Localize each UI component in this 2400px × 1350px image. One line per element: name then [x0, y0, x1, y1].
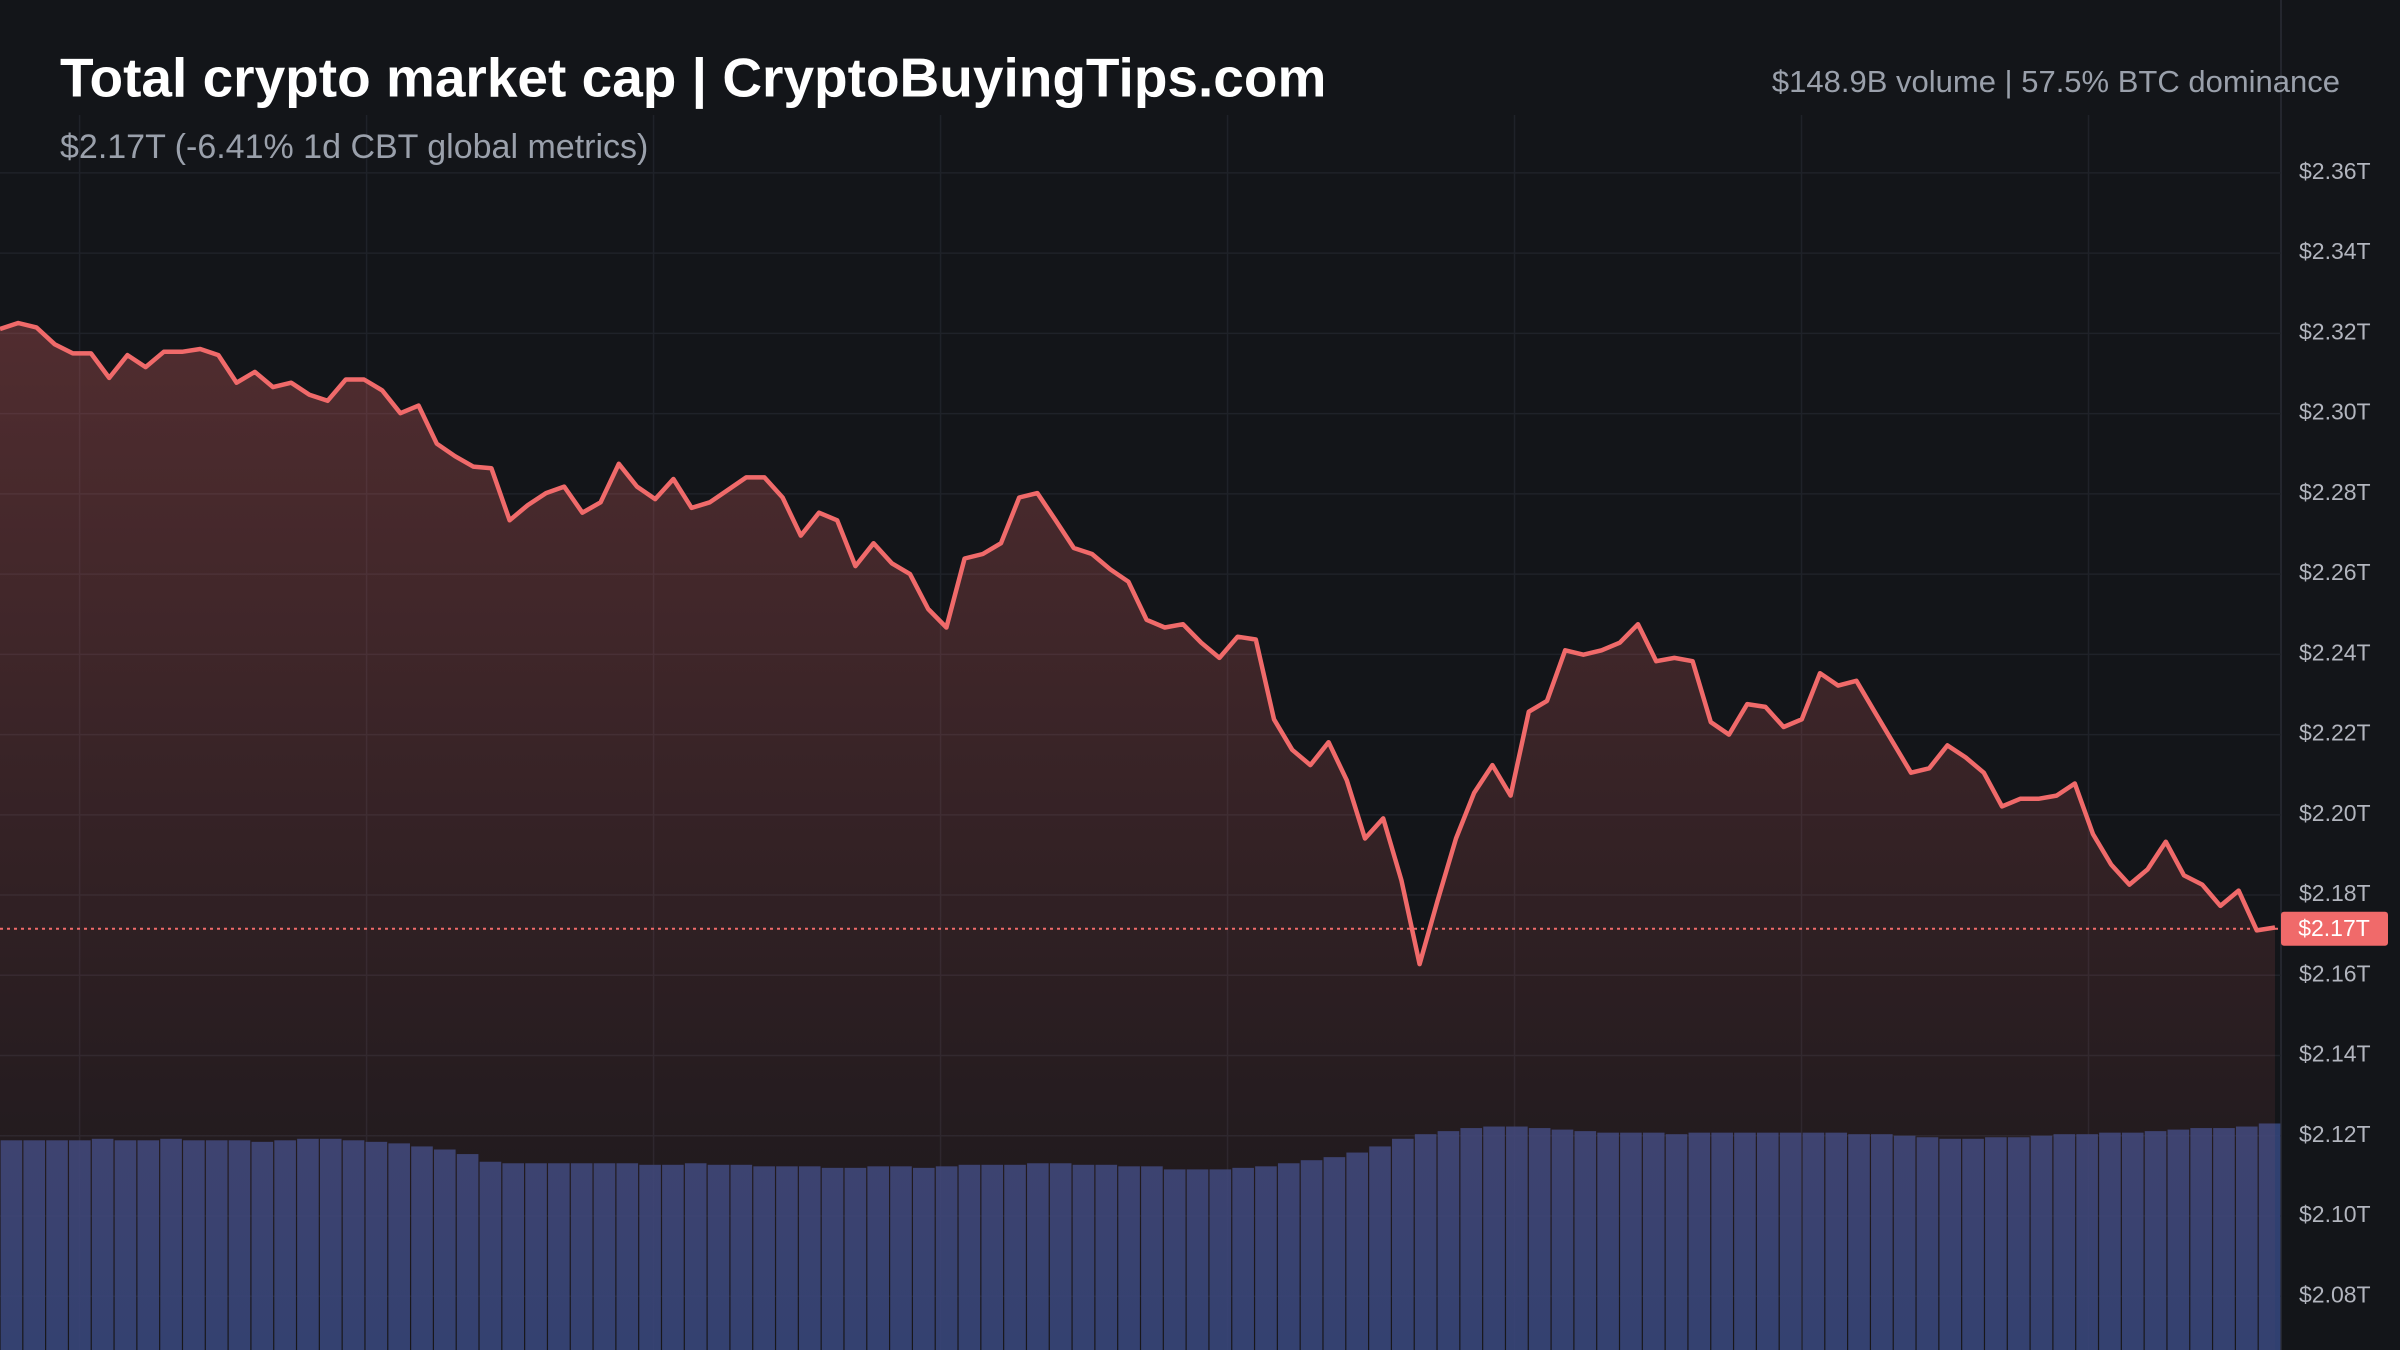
y-tick-label: $2.26T: [2299, 559, 2371, 585]
y-tick-label: $2.20T: [2299, 800, 2371, 826]
y-tick-label: $2.16T: [2299, 960, 2371, 986]
y-tick-label: $2.36T: [2299, 158, 2371, 184]
plot: $2.36T $2.34T $2.32T $2.30T $2.28T $2.26T $2.2…: [0, 158, 2388, 1350]
y-tick-label: $2.14T: [2299, 1041, 2371, 1067]
y-tick-label: $2.30T: [2299, 399, 2371, 425]
area-fill: [0, 323, 2275, 1350]
y-tick-label: $2.22T: [2299, 720, 2371, 746]
y-tick-label: $2.34T: [2299, 238, 2371, 264]
chart-title: Total crypto market cap | CryptoBuyingTi…: [60, 47, 1326, 110]
y-tick-label: $2.08T: [2299, 1281, 2371, 1307]
chart-subtitle: $2.17T (-6.41% 1d CBT global metrics): [60, 128, 648, 166]
last-price-label: $2.17T: [2298, 915, 2370, 941]
price-line: [0, 320, 2276, 967]
market-info: $148.9B volume | 57.5% BTC dominance: [1772, 64, 2340, 99]
last-price-box: [2281, 911, 2388, 946]
y-tick-label: $2.32T: [2299, 318, 2371, 344]
y-tick-label: $2.28T: [2299, 479, 2371, 505]
y-tick-label: $2.10T: [2299, 1201, 2371, 1227]
y-tick-label: $2.12T: [2299, 1121, 2371, 1147]
y-tick-label: $2.24T: [2299, 639, 2371, 665]
y-tick-label: $2.18T: [2299, 880, 2371, 906]
